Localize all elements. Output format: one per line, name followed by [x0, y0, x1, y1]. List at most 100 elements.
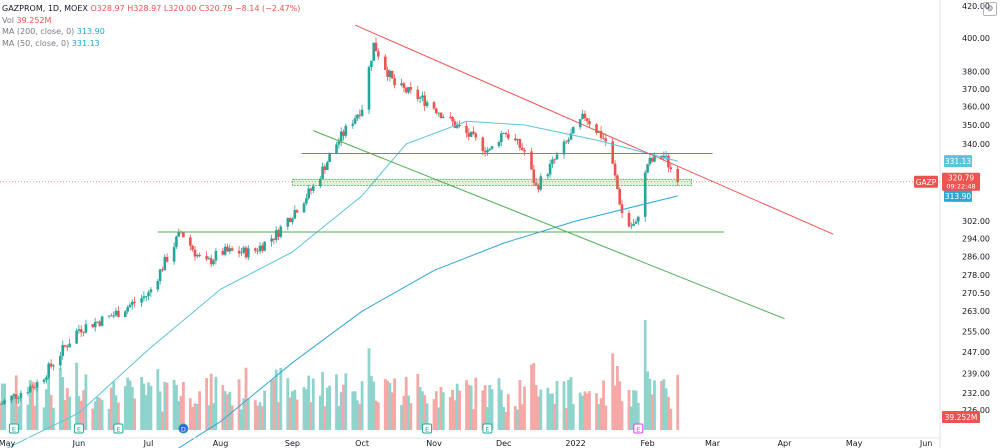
event-marker-icon[interactable] — [633, 423, 644, 434]
volume-bar — [128, 380, 132, 430]
volume-bar — [653, 380, 656, 430]
settings-icon[interactable]: ⚙ — [983, 2, 997, 16]
candle-body — [191, 245, 194, 250]
volume-bar — [409, 403, 413, 430]
resistance-trendline[interactable] — [354, 24, 834, 235]
ma200-price-tag: 313.90 — [945, 192, 971, 201]
event-marker-icon[interactable] — [178, 423, 189, 434]
candle-body — [247, 248, 250, 258]
candle-body — [26, 392, 30, 394]
candle-body — [613, 163, 617, 176]
candle-body — [634, 221, 638, 224]
candle-body — [258, 245, 262, 252]
legend-close: C320.79 — [198, 4, 233, 13]
volume-bar — [488, 385, 492, 430]
volume-bar — [175, 385, 178, 430]
legend-ma50-row[interactable]: MA (50, close, 0) 331.13 — [2, 38, 300, 50]
price-tick-label: 370.00 — [962, 85, 990, 94]
volume-bar — [52, 407, 55, 430]
volume-bar — [562, 381, 566, 430]
volume-bar — [504, 412, 508, 430]
candle-body — [472, 131, 475, 134]
legend-high: H328.97 — [127, 4, 162, 13]
candle-body — [107, 315, 111, 317]
price-tick-label: 286.00 — [962, 253, 990, 262]
volume-bar — [207, 405, 211, 430]
support-trendline[interactable] — [313, 130, 785, 320]
volume-bar — [237, 379, 241, 430]
support-zone-box[interactable] — [291, 178, 693, 186]
volume-bar — [335, 374, 338, 430]
ticker-tag-bg — [914, 175, 938, 188]
candle-body — [263, 241, 266, 251]
candle-body — [61, 345, 64, 356]
volume-bar — [279, 367, 283, 430]
volume-bar — [339, 392, 343, 430]
candle-body — [149, 289, 153, 293]
event-marker-icon[interactable] — [113, 423, 124, 434]
candle-body — [546, 174, 550, 177]
price-axis[interactable]: 420.00 400.00 380.00 370.00 360.00 350.00 340.… — [962, 2, 990, 415]
price-tick-label: 380.00 — [962, 67, 990, 76]
price-tick-label: 226.00 — [962, 406, 990, 415]
volume-bar — [548, 393, 552, 430]
legend-ma200-row[interactable]: MA (200, close, 0) 313.90 — [2, 26, 300, 38]
volume-bar — [42, 407, 46, 430]
candle-body — [244, 247, 248, 258]
volume-bar — [325, 387, 329, 430]
candle-body — [474, 133, 478, 138]
volume-bar — [465, 380, 468, 430]
candle-body — [182, 232, 185, 238]
legend-main-row[interactable]: GAZPROM, 1D, MOEX O328.97 H328.97 L320.0… — [2, 3, 300, 15]
volume-bar — [578, 392, 582, 430]
volume-bar — [96, 397, 99, 430]
volume-bar — [58, 368, 62, 430]
volume-bar — [188, 398, 192, 430]
event-marker-label: D — [181, 426, 186, 434]
legend-symbol[interactable]: GAZPROM, 1D, MOEX — [2, 4, 88, 13]
candle-body — [221, 251, 225, 255]
candle-body — [33, 387, 37, 389]
volume-bar — [65, 388, 69, 430]
candle-body — [465, 126, 468, 133]
candle-body — [356, 114, 359, 119]
candle-body — [344, 125, 348, 136]
volume-bar — [472, 409, 475, 430]
volume-bar — [667, 396, 670, 430]
volume-bar — [49, 395, 53, 430]
candle-body — [226, 246, 229, 252]
volume-bar — [191, 406, 194, 430]
candle-body — [562, 141, 566, 155]
volume-bar — [595, 393, 598, 430]
volume-bar — [309, 402, 313, 430]
volume-bar — [620, 401, 624, 430]
time-axis[interactable]: May Jun Jul Aug Sep Oct Nov Dec 2022 Feb Mar Apr May… — [0, 439, 932, 448]
chart-legend: GAZPROM, 1D, MOEX O328.97 H328.97 L320.0… — [2, 3, 300, 49]
candle-body — [59, 355, 62, 366]
last-price-tag: 320.79 — [948, 173, 974, 182]
volume-bar — [393, 378, 396, 430]
candle-body — [10, 395, 13, 401]
volume-bar — [569, 377, 573, 430]
candle-body — [158, 269, 162, 281]
candle-body — [305, 198, 308, 204]
event-marker-label: E — [425, 426, 429, 434]
event-marker-icon[interactable] — [422, 423, 433, 434]
candle-body — [643, 172, 647, 217]
legend-volume-row[interactable]: Vol 39.252M — [2, 15, 300, 27]
volume-bar — [423, 395, 427, 430]
volume-bar — [130, 387, 134, 430]
event-marker-icon[interactable] — [8, 423, 19, 434]
candle-body — [339, 131, 343, 142]
price-tick-label: 270.50 — [962, 289, 990, 298]
volume-tag: 39.252M — [945, 413, 978, 422]
candle-body — [277, 230, 280, 237]
volume-bar — [532, 363, 536, 430]
event-marker-icon[interactable] — [482, 423, 493, 434]
candle-body — [68, 343, 71, 348]
trend-drawings[interactable] — [157, 24, 834, 320]
candle-body — [669, 167, 673, 169]
event-marker-icon[interactable] — [73, 423, 84, 434]
